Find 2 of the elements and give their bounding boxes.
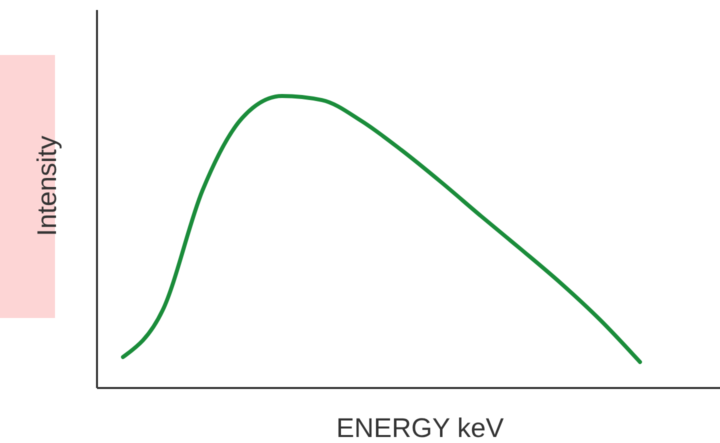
y-axis-title: Intensity	[32, 135, 62, 236]
x-axis-title: ENERGY keV	[336, 413, 504, 443]
